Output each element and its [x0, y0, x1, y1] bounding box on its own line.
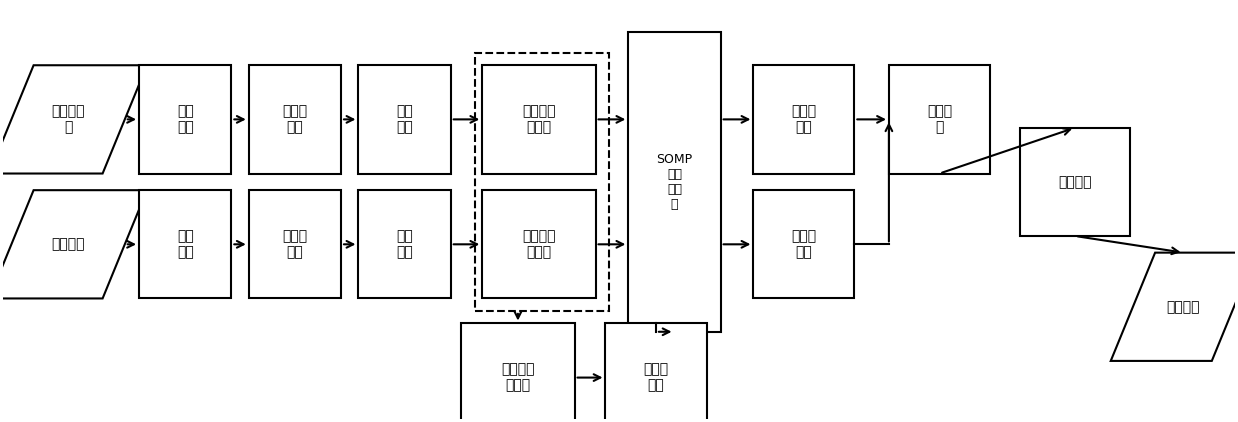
Text: 组稀疏
系数: 组稀疏 系数	[791, 104, 816, 135]
Bar	[628, 32, 721, 332]
Text: 可见光图
像: 可见光图 像	[51, 104, 85, 135]
Text: 匹配相
似块: 匹配相 似块	[282, 104, 307, 135]
Bar	[482, 190, 595, 298]
Text: 组稀疏
系数: 组稀疏 系数	[791, 229, 816, 260]
Bar	[139, 190, 232, 298]
Text: 图像
分块: 图像 分块	[177, 104, 193, 135]
Text: 匹配相
似块: 匹配相 似块	[282, 229, 307, 260]
Polygon shape	[1110, 253, 1238, 361]
Text: 组向
量化: 组向 量化	[396, 229, 413, 260]
Text: 组向
量化: 组向 量化	[396, 104, 413, 135]
Text: 融合图像: 融合图像	[1166, 300, 1200, 314]
Text: 图像重构: 图像重构	[1058, 175, 1092, 189]
Bar	[358, 190, 451, 298]
Text: 相似结构
组矩阵: 相似结构 组矩阵	[522, 229, 556, 260]
Text: 双稀疏
字典: 双稀疏 字典	[644, 362, 669, 393]
Bar	[249, 65, 342, 173]
Text: 红外图像: 红外图像	[51, 237, 85, 252]
Bar	[358, 65, 451, 173]
Text: SOMP
组稀
疏分
解: SOMP 组稀 疏分 解	[656, 153, 692, 211]
Bar	[754, 190, 854, 298]
Bar	[605, 323, 707, 422]
Bar	[462, 323, 574, 422]
Bar	[249, 190, 342, 298]
Polygon shape	[0, 65, 147, 173]
Text: 图像
分块: 图像 分块	[177, 229, 193, 260]
Text: 相似结构
组矩阵: 相似结构 组矩阵	[522, 104, 556, 135]
Text: 融合规
则: 融合规 则	[927, 104, 952, 135]
Bar	[139, 65, 232, 173]
Bar	[754, 65, 854, 173]
Text: 双稀疏学
习模型: 双稀疏学 习模型	[501, 362, 535, 393]
Polygon shape	[0, 190, 147, 298]
Bar	[475, 53, 609, 311]
Bar	[889, 65, 990, 173]
Bar	[482, 65, 595, 173]
Bar	[1020, 128, 1130, 236]
